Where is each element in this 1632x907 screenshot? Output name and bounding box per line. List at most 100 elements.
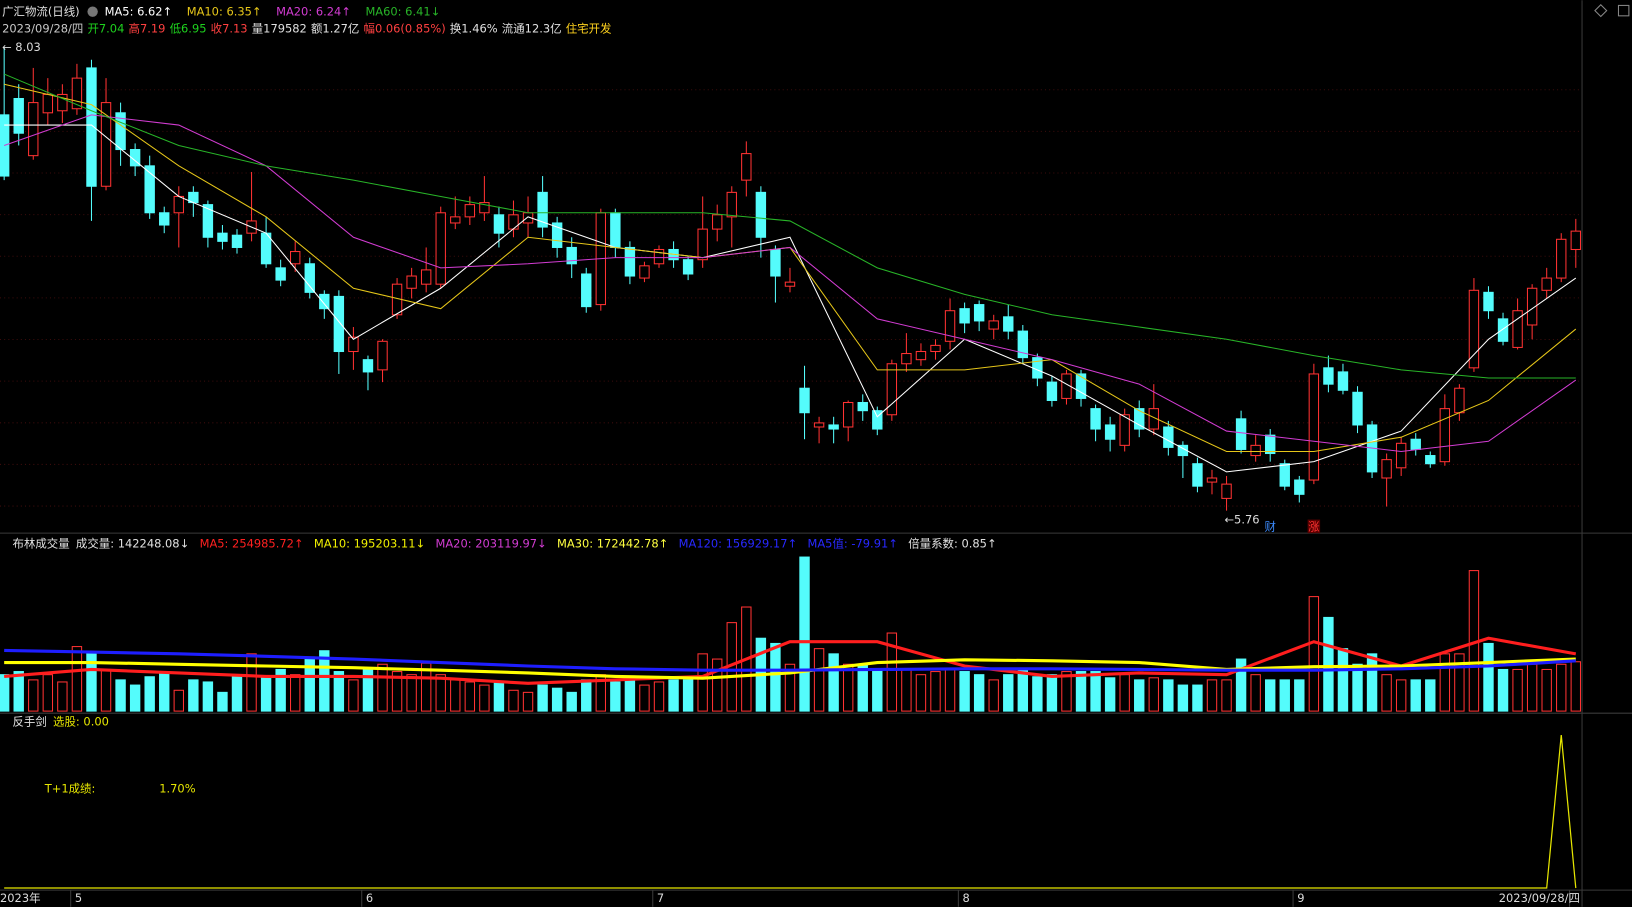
legend-row: 反手剑 选股: 0.00 bbox=[12, 714, 108, 728]
candle-body bbox=[988, 320, 999, 330]
candle-body bbox=[1439, 408, 1451, 463]
volume-bar bbox=[86, 653, 97, 712]
volume-bar bbox=[348, 679, 359, 712]
volume-bar bbox=[1003, 674, 1014, 712]
volume-bar bbox=[202, 681, 214, 712]
volume-bar bbox=[57, 681, 68, 712]
legend-item: 收7.13 bbox=[211, 21, 248, 35]
candle-body bbox=[1512, 310, 1523, 348]
candle-body bbox=[1279, 463, 1290, 487]
price-annotation: ←5.76 bbox=[1224, 513, 1259, 527]
indicator-note: T+1成绩: bbox=[44, 782, 96, 796]
volume-bar bbox=[1410, 679, 1421, 712]
volume-bar bbox=[304, 656, 315, 712]
candle-body bbox=[86, 67, 97, 187]
candle-body bbox=[537, 191, 548, 228]
candle-body bbox=[319, 293, 330, 310]
x-tick-label: 2023年 bbox=[0, 891, 41, 905]
legend-item: 额1.27亿 bbox=[311, 21, 359, 35]
volume-bar bbox=[1177, 684, 1189, 712]
candle-body bbox=[1148, 408, 1159, 430]
volume-bar bbox=[697, 653, 708, 712]
candle-body bbox=[712, 214, 723, 230]
volume-bar bbox=[377, 663, 388, 712]
candle-body bbox=[1526, 287, 1538, 326]
candle-body bbox=[464, 204, 476, 218]
volume-bar bbox=[1308, 596, 1320, 712]
candle-body bbox=[944, 310, 956, 342]
volume-bar bbox=[915, 674, 927, 712]
x-tick-label: 2023/09/28/四 bbox=[1499, 891, 1580, 905]
candle-body bbox=[115, 112, 126, 151]
candle-body bbox=[726, 191, 737, 218]
candle-body bbox=[915, 350, 927, 361]
indicator-line bbox=[4, 734, 1577, 889]
volume-bar bbox=[13, 671, 24, 712]
candle-body bbox=[1352, 391, 1363, 426]
candle-body bbox=[901, 353, 912, 365]
legend-item: MA30: 172442.78↑ bbox=[557, 536, 668, 550]
legend-item: 低6.95 bbox=[170, 21, 207, 35]
volume-bar bbox=[1279, 679, 1290, 712]
candle-body bbox=[1134, 408, 1145, 430]
volume-bar bbox=[1134, 679, 1145, 712]
volume-bar bbox=[260, 677, 272, 712]
legend-item: 选股: 0.00 bbox=[53, 714, 109, 728]
candle-body bbox=[813, 422, 825, 428]
candle-body bbox=[71, 77, 83, 110]
candle-body bbox=[1206, 477, 1218, 483]
volume-bar bbox=[537, 684, 548, 712]
volume-bar bbox=[886, 632, 898, 712]
volume-bar bbox=[988, 679, 999, 712]
x-tick-label: 8 bbox=[963, 891, 970, 905]
candle-body bbox=[551, 222, 563, 248]
volume-bar bbox=[391, 671, 403, 712]
candle-body bbox=[1294, 479, 1305, 495]
candle-body bbox=[1090, 408, 1101, 430]
candle-body bbox=[1119, 414, 1130, 446]
volume-bar bbox=[653, 681, 665, 712]
volume-bar bbox=[1119, 674, 1130, 712]
legend-item: MA20: 203119.97↓ bbox=[435, 536, 546, 550]
candle-body bbox=[1017, 330, 1029, 359]
volume-bar bbox=[1148, 677, 1159, 712]
volume-bar bbox=[857, 663, 868, 712]
volume-bar bbox=[1294, 679, 1305, 712]
candle-body bbox=[362, 359, 374, 373]
volume-bar bbox=[1032, 676, 1043, 712]
candle-body bbox=[508, 214, 519, 230]
volume-bar bbox=[333, 671, 345, 712]
volume-bar bbox=[610, 681, 621, 712]
x-tick-label: 6 bbox=[366, 891, 373, 905]
legend-item: MA5: 6.62↑ bbox=[105, 4, 173, 18]
legend-row: 2023/09/28/四 开7.04 高7.19 低6.95 收7.13 量179582 额… bbox=[2, 21, 612, 35]
candle-body bbox=[1250, 444, 1261, 457]
candle-body bbox=[930, 344, 941, 353]
volume-bar bbox=[435, 674, 446, 712]
volume-bar bbox=[100, 668, 112, 712]
volume-bar bbox=[28, 679, 39, 712]
candle-body bbox=[304, 263, 315, 293]
toolbar-icon[interactable] bbox=[1617, 4, 1630, 17]
volume-bar bbox=[1556, 663, 1567, 712]
volume-ma-line bbox=[4, 636, 1577, 685]
volume-bar bbox=[71, 646, 83, 712]
toolbar-icon[interactable] bbox=[1594, 4, 1608, 18]
legend-item: 广汇物流(日线) bbox=[2, 4, 80, 18]
volume-bar bbox=[0, 674, 10, 712]
legend-row: 广汇物流(日线) MA5: 6.62↑ MA10: 6.35↑ MA20: 6.24↑… bbox=[2, 4, 440, 18]
candle-body bbox=[639, 265, 650, 279]
volume-bar bbox=[129, 684, 141, 712]
candle-body bbox=[13, 98, 24, 134]
volume-bar bbox=[1381, 674, 1392, 712]
volume-bar bbox=[522, 691, 534, 712]
legend-item: 布林成交量 bbox=[12, 536, 69, 550]
volume-bar bbox=[551, 687, 563, 712]
candle-body bbox=[1410, 438, 1421, 450]
volume-bar bbox=[1512, 668, 1523, 712]
volume-bar bbox=[944, 668, 956, 712]
volume-bar bbox=[464, 681, 476, 712]
volume-bar bbox=[173, 689, 184, 712]
